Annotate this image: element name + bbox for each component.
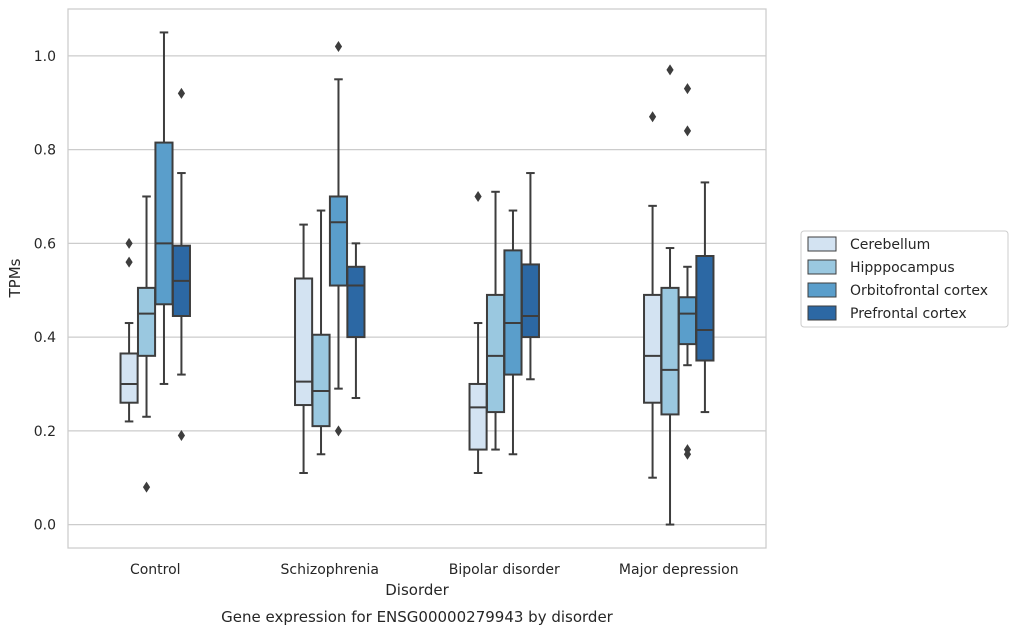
legend-label: Prefrontal cortex: [850, 306, 967, 322]
legend-label: Cerebellum: [850, 237, 930, 253]
y-tick-label: 0.6: [34, 236, 56, 252]
y-axis-ticks: 0.0 0.2 0.4 0.6 0.8 1.0: [34, 49, 56, 534]
outlier-point: [648, 111, 657, 123]
outlier-point: [683, 83, 692, 95]
box-prefrontal-cortex: [695, 181, 715, 414]
x-tick-label: Bipolar disorder: [449, 562, 560, 578]
box-prefrontal-cortex: [346, 242, 366, 400]
y-tick-label: 0.8: [34, 143, 56, 159]
box-prefrontal-cortex: [520, 172, 540, 381]
figure-caption: Gene expression for ENSG00000279943 by d…: [221, 608, 614, 626]
legend-label: Orbitofrontal cortex: [850, 283, 988, 299]
box-iqr: [520, 263, 540, 339]
y-tick-label: 0.4: [34, 330, 56, 346]
box-cerebellum: [119, 237, 139, 423]
legend-swatch: [807, 236, 837, 252]
y-axis-label: TPMs: [6, 258, 24, 298]
outlier-point: [177, 87, 186, 99]
box-iqr: [677, 296, 698, 346]
box-iqr: [695, 255, 715, 362]
outlier-point: [125, 237, 133, 249]
box-iqr: [660, 286, 680, 416]
outlier-point: [683, 125, 692, 137]
legend-swatch: [807, 305, 837, 321]
box-cerebellum: [294, 223, 314, 475]
box-hipppocampus: [485, 190, 506, 451]
box-orbitofrontal-cortex: [677, 83, 698, 460]
outlier-point: [177, 430, 186, 442]
box-iqr: [346, 265, 366, 339]
box-iqr: [136, 286, 157, 357]
outlier-point: [474, 190, 482, 202]
legend-swatch: [807, 282, 837, 298]
box-orbitofrontal-cortex: [328, 40, 349, 437]
legend-swatch: [807, 259, 837, 275]
box-hipppocampus: [660, 64, 680, 526]
box-hipppocampus: [136, 195, 157, 493]
legend-label: Hipppocampus: [850, 260, 955, 276]
outlier-point: [683, 448, 692, 460]
box-iqr: [328, 195, 349, 287]
y-tick-label: 1.0: [34, 49, 56, 65]
outlier-point: [334, 425, 343, 437]
x-tick-label: Control: [130, 562, 181, 578]
gridlines: [68, 55, 766, 526]
box-iqr: [503, 249, 523, 376]
box-iqr: [468, 382, 488, 451]
legend: Cerebellum Hipppocampus Orbitofrontal cort…: [800, 230, 1009, 328]
box-prefrontal-cortex: [171, 87, 191, 442]
x-axis-label: Disorder: [385, 581, 449, 599]
box-iqr: [119, 352, 139, 404]
box-hipppocampus: [311, 209, 331, 456]
box-iqr: [643, 293, 663, 404]
box-orbitofrontal-cortex: [154, 31, 174, 385]
box-iqr: [154, 141, 174, 306]
box-iqr: [294, 277, 314, 407]
y-tick-label: 0.2: [34, 424, 56, 440]
box-orbitofrontal-cortex: [503, 209, 523, 456]
outlier-point: [142, 481, 151, 493]
y-tick-label: 0.0: [34, 518, 56, 534]
box-cerebellum: [468, 190, 488, 475]
legend-frame: [800, 230, 1009, 328]
box-cerebellum: [643, 111, 663, 479]
box-iqr: [485, 293, 506, 414]
plot-frame: [67, 8, 767, 549]
outlier-point: [334, 40, 343, 52]
x-axis-ticks: Control Schizophrenia Bipolar disorder Majo…: [130, 562, 739, 578]
box-plot-series: [119, 31, 715, 526]
x-tick-label: Major depression: [619, 562, 739, 578]
outlier-point: [666, 64, 674, 76]
box-iqr: [311, 333, 331, 428]
outlier-point: [125, 256, 133, 268]
x-tick-label: Schizophrenia: [281, 562, 379, 578]
